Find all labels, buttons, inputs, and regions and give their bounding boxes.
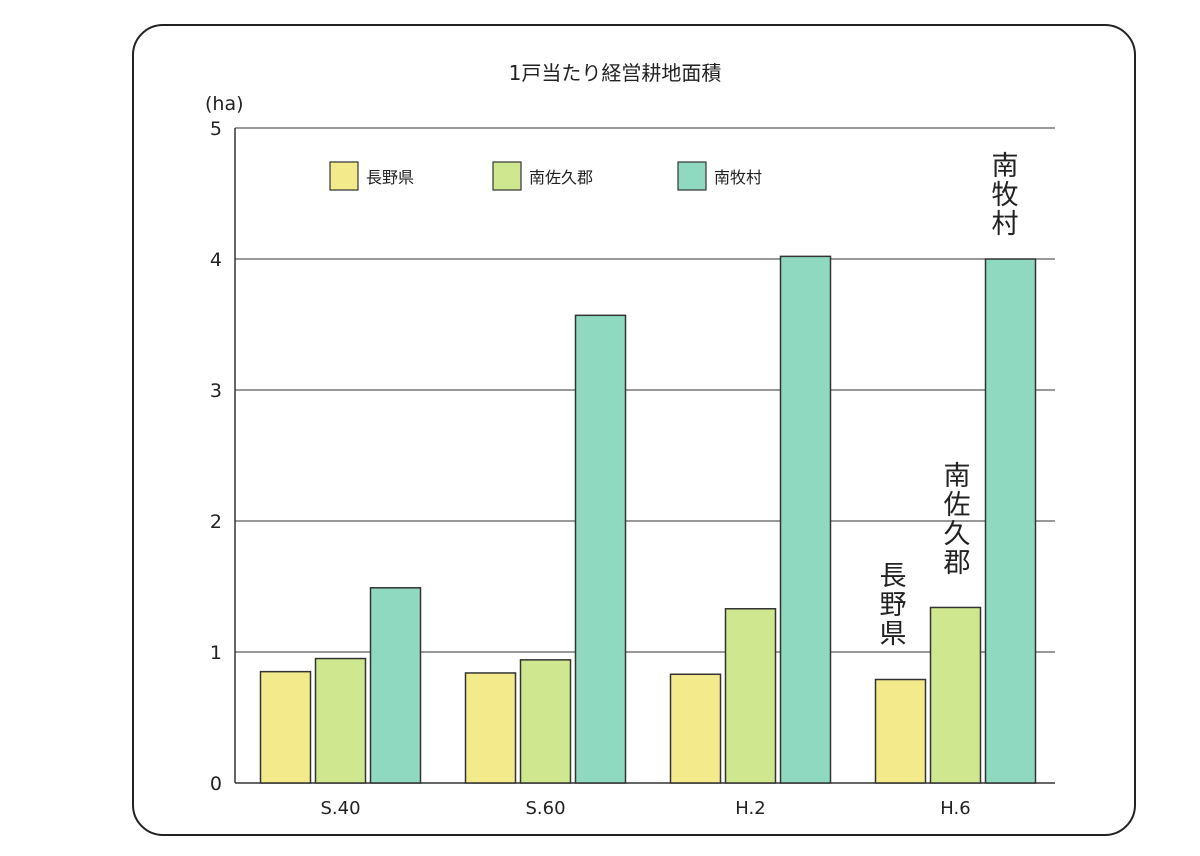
- legend-label: 南佐久郡: [529, 168, 593, 187]
- bar: [874, 678, 927, 784]
- bar: [464, 672, 517, 784]
- series-annotation: 長野県: [880, 561, 907, 650]
- bar: [779, 255, 832, 784]
- bar: [314, 657, 367, 784]
- y-tick-label: 3: [210, 380, 222, 402]
- y-tick-label: 5: [210, 118, 222, 140]
- y-tick-label: 0: [210, 773, 222, 795]
- bar: [259, 670, 312, 784]
- legend-label: 長野県: [366, 168, 414, 187]
- x-tick-label: H.6: [940, 798, 970, 819]
- bar: [984, 258, 1037, 784]
- y-tick-label: 2: [210, 511, 222, 533]
- chart-title: 1戸当たり経営耕地面積: [509, 61, 722, 85]
- y-tick-label: 4: [210, 249, 222, 271]
- x-tick-label: H.2: [735, 798, 765, 819]
- legend-swatch: [677, 161, 707, 191]
- legend-swatch: [329, 161, 359, 191]
- legend-swatch: [492, 161, 522, 191]
- bar: [929, 606, 982, 784]
- x-tick-label: S.40: [320, 798, 360, 819]
- bar: [724, 608, 777, 784]
- bar: [519, 659, 572, 784]
- series-annotation: 南牧村: [992, 151, 1019, 240]
- bar: [669, 673, 722, 784]
- legend-label: 南牧村: [714, 168, 762, 187]
- x-tick-label: S.60: [525, 798, 565, 819]
- bar: [369, 587, 422, 784]
- y-tick-label: 1: [210, 642, 222, 664]
- series-annotation: 南佐久郡: [944, 461, 971, 579]
- bar: [574, 314, 627, 784]
- y-axis-label: (ha): [205, 93, 244, 115]
